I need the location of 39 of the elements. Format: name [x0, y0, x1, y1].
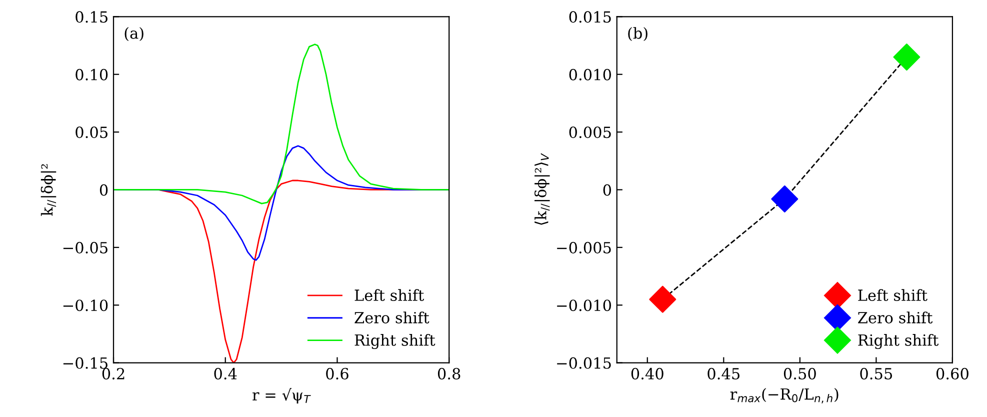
y-tick-label: −0.15 — [63, 357, 108, 369]
point — [893, 44, 920, 71]
x-tick-label: 0.60 — [936, 368, 968, 380]
legend-label: Zero shift — [354, 312, 430, 324]
y-axis-title: k$_{//}$|δϕ|² — [40, 164, 56, 216]
legend-label: Zero shift — [858, 312, 933, 324]
x-tick-label: 0.55 — [860, 368, 892, 380]
y-tick-label: 0.010 — [569, 68, 611, 80]
annotation: (a) — [124, 27, 144, 42]
y-tick-label: 0 — [100, 184, 108, 196]
x-tick-label: 0.4 — [214, 368, 237, 380]
y-tick-label: 0 — [603, 184, 611, 196]
y-axis-title: ⟨k$_{//}$|δϕ|²⟩$_{V}$ — [534, 153, 550, 225]
x-tick-label: 0.8 — [438, 368, 460, 380]
x-tick-label: 0.40 — [631, 368, 664, 380]
legend-label: Right shift — [354, 334, 436, 350]
x-axis-title: r$_{max}$(−R$_{0}$/L$_{n,h}$) — [730, 388, 838, 404]
y-tick-label: −0.015 — [557, 357, 611, 369]
y-tick-label: −0.05 — [63, 242, 108, 254]
x-tick-label: 0.50 — [784, 368, 816, 380]
x-tick-label: 0.45 — [708, 368, 740, 380]
y-tick-label: 0.005 — [569, 126, 611, 138]
x-tick-label: 0.2 — [102, 368, 124, 380]
legend-label: Left shift — [354, 289, 424, 302]
x-axis-title: r = √ψ$_{T}$ — [252, 388, 311, 404]
point — [771, 185, 798, 212]
legend-label: Left shift — [858, 289, 928, 302]
y-tick-label: 0.015 — [569, 11, 611, 23]
y-tick-label: 0.10 — [76, 68, 108, 80]
legend-label: Right shift — [858, 334, 939, 350]
y-tick-label: −0.010 — [557, 300, 611, 312]
point — [649, 286, 676, 313]
y-tick-label: −0.10 — [63, 300, 108, 312]
y-tick-label: 0.15 — [76, 11, 108, 23]
x-tick-label: 0.6 — [326, 368, 348, 380]
y-tick-label: 0.05 — [76, 126, 108, 138]
line-series — [114, 44, 450, 204]
annotation: (b) — [628, 27, 648, 42]
y-tick-label: −0.005 — [557, 242, 611, 254]
